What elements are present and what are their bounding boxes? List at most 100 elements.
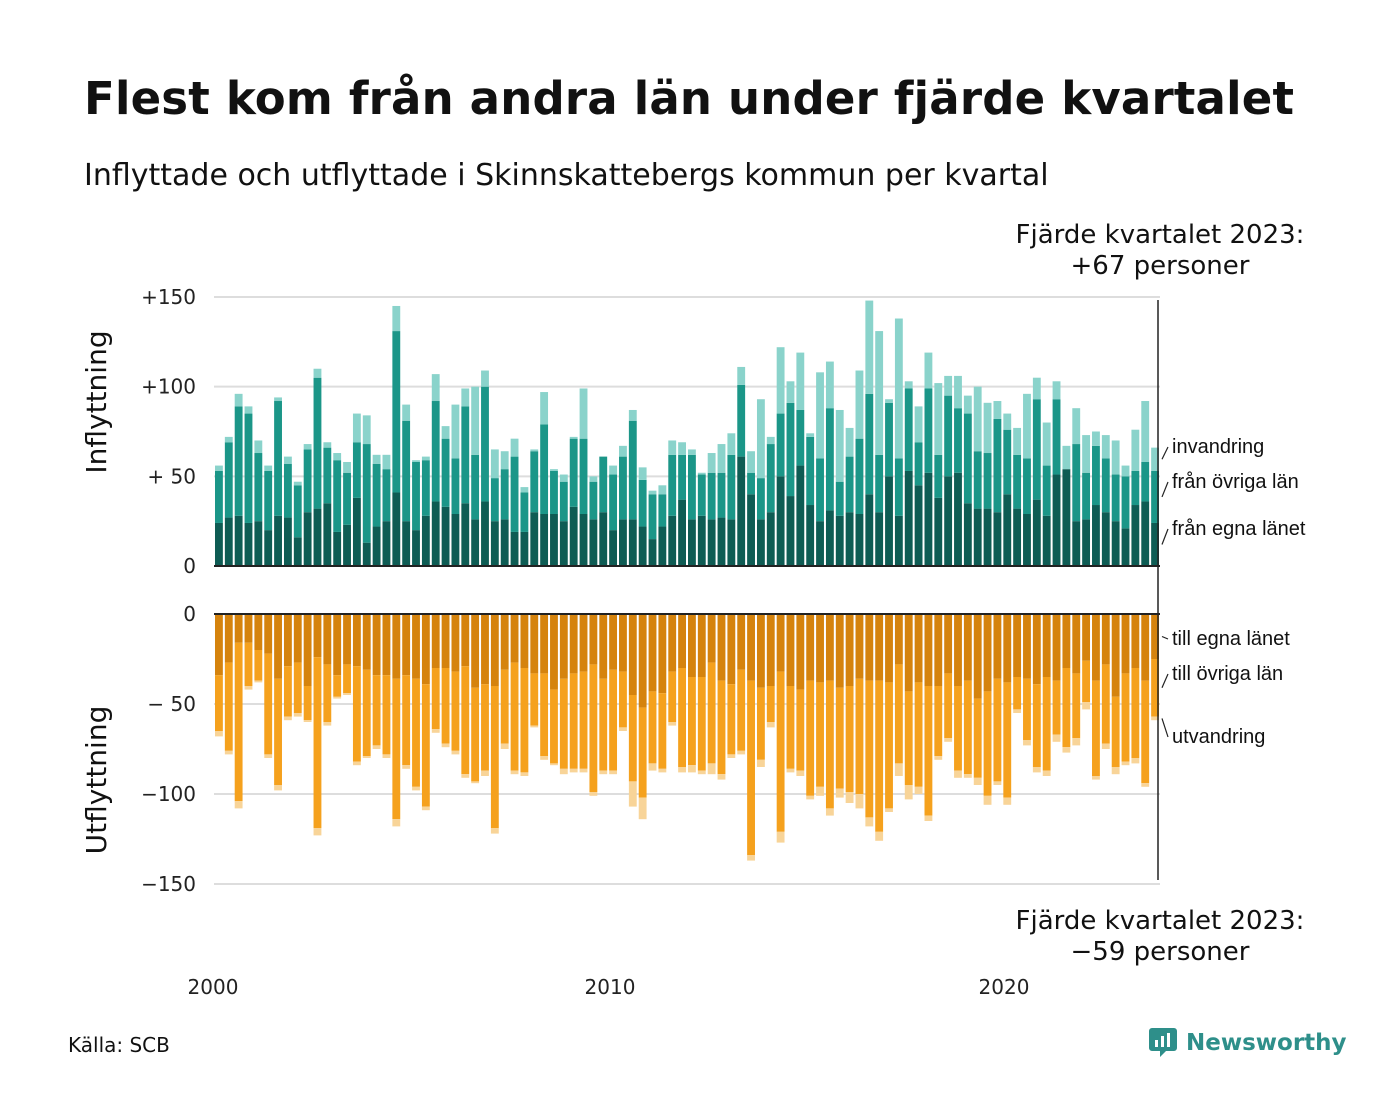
outflow-bar-own-county xyxy=(471,614,480,688)
inflow-bar-immigration xyxy=(737,366,746,385)
inflow-bar-immigration xyxy=(579,388,588,439)
inflow-bar-other-counties xyxy=(1003,429,1012,495)
outflow-bar-emigration xyxy=(756,759,765,767)
outflow-bar-other-counties xyxy=(688,677,696,766)
outflow-bar-own-county xyxy=(954,614,962,686)
inflow-bar-immigration xyxy=(303,444,312,450)
inflow-bar-other-counties xyxy=(362,444,371,543)
inflow-bar-own-county xyxy=(412,530,420,566)
inflow-bar-other-counties xyxy=(481,386,489,502)
outflow-bar-own-county xyxy=(658,614,667,694)
outflow-bar-emigration xyxy=(1131,758,1140,764)
outflow-bar-emigration xyxy=(865,817,874,827)
outflow-bar-emigration xyxy=(1111,767,1120,775)
inflow-bar-immigration xyxy=(412,460,420,462)
outflow-bar-own-county xyxy=(806,614,815,681)
outflow-bar-other-counties xyxy=(352,666,361,762)
inflow-bar-immigration xyxy=(215,465,223,471)
inflow-bar-immigration xyxy=(776,347,785,414)
outflow-bar-own-county xyxy=(924,614,933,686)
inflow-bar-other-counties xyxy=(885,402,893,477)
outflow-bar-other-counties xyxy=(392,678,401,820)
inflow-bar-immigration xyxy=(550,469,558,471)
outflow-bar-other-counties xyxy=(619,671,627,728)
outflow-bar-own-county xyxy=(1013,614,1022,677)
inflow-bar-other-counties xyxy=(914,442,923,486)
outflow-bar-own-county xyxy=(323,614,332,665)
inflow-bar-other-counties xyxy=(1101,458,1110,513)
outflow-bar-other-counties xyxy=(599,678,608,771)
inflow-bar-own-county xyxy=(1013,508,1022,566)
inflow-bar-other-counties xyxy=(894,458,903,516)
outflow-bar-other-counties xyxy=(855,678,864,794)
inflow-bar-other-counties xyxy=(875,454,884,513)
outflow-bar-emigration xyxy=(697,770,706,775)
outflow-bar-own-county xyxy=(1151,614,1159,659)
outflow-bar-own-county xyxy=(993,614,1002,679)
inflow-callout: Fjärde kvartalet 2023: +67 personer xyxy=(990,220,1330,282)
inflow-bar-own-county xyxy=(885,476,893,566)
outflow-bar-own-county xyxy=(1062,614,1071,668)
inflow-bar-immigration xyxy=(865,300,874,394)
inflow-bar-own-county xyxy=(914,485,923,566)
inflow-bar-immigration xyxy=(1101,435,1110,459)
inflow-bar-own-county xyxy=(1151,522,1159,566)
inflow-bar-immigration xyxy=(530,449,539,452)
outflow-bar-other-counties xyxy=(1141,680,1150,784)
outflow-bar-own-county xyxy=(559,614,568,679)
inflow-bar-immigration xyxy=(648,490,657,495)
inflow-bar-immigration xyxy=(1092,431,1100,446)
inflow-bar-other-counties xyxy=(707,472,716,520)
inflow-bar-own-county xyxy=(707,519,716,566)
newsworthy-logo-icon xyxy=(1149,1028,1177,1057)
outflow-bar-emigration xyxy=(451,750,460,755)
inflow-bar-own-county xyxy=(944,476,953,566)
inflow-bar-immigration xyxy=(224,436,233,443)
outflow-bar-own-county xyxy=(875,614,884,681)
inflow-bar-own-county xyxy=(717,517,726,566)
inflow-bar-other-counties xyxy=(530,451,539,513)
legend-immigration: invandring xyxy=(1172,436,1264,458)
inflow-bar-other-counties xyxy=(293,485,302,538)
outflow-bar-other-counties xyxy=(806,680,815,796)
inflow-bar-other-counties xyxy=(983,453,992,509)
outflow-bar-other-counties xyxy=(658,693,667,769)
inflow-bar-other-counties xyxy=(520,492,529,532)
inflow-bar-other-counties xyxy=(609,474,618,531)
inflow-bar-other-counties xyxy=(559,481,568,522)
outflow-bar-emigration xyxy=(668,722,677,726)
outflow-bar-other-counties xyxy=(224,662,233,751)
inflow-bar-other-counties xyxy=(688,454,696,520)
inflow-bar-immigration xyxy=(500,451,509,470)
outflow-bar-emigration xyxy=(1072,738,1081,746)
inflow-bar-other-counties xyxy=(303,449,312,513)
inflow-bar-immigration xyxy=(352,413,361,443)
outflow-bar-own-county xyxy=(609,614,618,670)
inflow-bar-other-counties xyxy=(569,438,578,507)
outflow-bar-other-counties xyxy=(904,691,913,785)
outflow-bar-other-counties xyxy=(865,680,874,818)
inflow-bar-immigration xyxy=(816,372,824,459)
outflow-bar-own-county xyxy=(402,614,411,676)
outflow-bar-own-county xyxy=(412,614,420,679)
outflow-bar-other-counties xyxy=(333,675,342,697)
inflow-bar-immigration xyxy=(678,442,686,455)
inflow-bar-own-county xyxy=(421,515,430,566)
outflow-bar-other-counties xyxy=(579,671,588,769)
inflow-bar-own-county xyxy=(963,503,972,566)
outflow-bar-other-counties xyxy=(638,707,647,798)
inflow-bar-other-counties xyxy=(500,469,509,520)
inflow-bar-own-county xyxy=(737,456,746,566)
outflow-bar-emigration xyxy=(835,788,844,798)
inflow-bar-other-counties xyxy=(579,438,588,514)
inflow-bar-own-county xyxy=(845,512,854,566)
inflow-bar-immigration xyxy=(392,305,401,332)
outflow-bar-own-county xyxy=(1003,614,1012,683)
inflow-bar-other-counties xyxy=(766,444,775,513)
outflow-bar-other-counties xyxy=(540,673,549,757)
inflow-bar-own-county xyxy=(392,492,401,566)
inflow-bar-immigration xyxy=(924,352,933,389)
outflow-bar-other-counties xyxy=(1131,668,1140,758)
outflow-bar-emigration xyxy=(1092,776,1100,780)
inflow-bar-other-counties xyxy=(638,479,647,527)
